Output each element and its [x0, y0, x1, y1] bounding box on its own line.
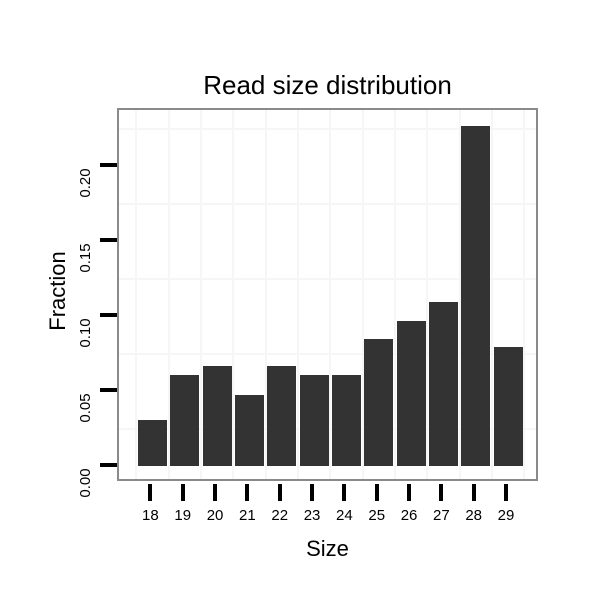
x-tick-label: 27	[433, 507, 450, 524]
bar-size-27	[428, 301, 458, 467]
bar-size-23	[299, 375, 329, 467]
minor-gridline-vertical	[426, 110, 429, 479]
y-tick	[100, 387, 117, 392]
x-tick-label: 26	[400, 507, 418, 524]
x-tick-label: 25	[368, 507, 386, 524]
bar-size-22	[267, 366, 297, 467]
y-axis-label: Fraction	[45, 251, 70, 331]
x-tick-label: 24	[336, 507, 353, 524]
minor-gridline-vertical	[361, 110, 364, 479]
x-tick-label: 21	[239, 507, 256, 524]
minor-gridline-vertical	[232, 110, 235, 479]
x-tick-label: 20	[206, 507, 224, 524]
bar-size-21	[234, 394, 264, 467]
minor-gridline-vertical	[199, 110, 202, 479]
chart-title: Read size distribution	[203, 70, 452, 100]
bar-size-19	[170, 375, 200, 467]
bar-size-26	[396, 321, 426, 467]
y-tick	[100, 462, 117, 467]
y-tick-label: 0.10	[77, 318, 94, 348]
bar-size-25	[364, 339, 394, 467]
y-tick	[100, 312, 117, 317]
y-tick-label: 0.05	[77, 393, 94, 423]
y-tick-label: 0.20	[77, 168, 94, 198]
x-tick-label: 23	[303, 507, 321, 524]
x-tick	[504, 484, 509, 501]
x-axis-label: Size	[306, 536, 349, 561]
x-tick-label: 19	[174, 507, 192, 524]
y-tick	[100, 237, 117, 242]
minor-gridline-vertical	[167, 110, 170, 479]
x-tick-label: 22	[271, 507, 289, 524]
minor-gridline-vertical	[393, 110, 396, 479]
minor-gridline-vertical	[458, 110, 461, 479]
x-tick	[180, 484, 185, 501]
x-tick-label: 28	[465, 507, 483, 524]
minor-gridline-horizontal	[119, 278, 536, 281]
minor-gridline-vertical	[523, 110, 526, 479]
x-tick-label: 18	[142, 507, 159, 524]
y-tick-label: 0.00	[77, 467, 94, 498]
plot-panel	[117, 108, 538, 481]
minor-gridline-vertical	[264, 110, 267, 479]
x-tick	[342, 484, 347, 501]
x-tick	[213, 484, 218, 501]
minor-gridline-vertical	[296, 110, 299, 479]
x-tick	[245, 484, 250, 501]
bar-size-28	[461, 126, 491, 467]
minor-gridline-horizontal	[119, 128, 536, 131]
minor-gridline-vertical	[135, 110, 138, 479]
x-tick	[310, 484, 315, 501]
x-tick	[148, 484, 153, 501]
y-tick-label: 0.15	[77, 243, 94, 273]
bar-size-24	[331, 375, 361, 467]
minor-gridline-vertical	[490, 110, 493, 479]
x-tick-label: 29	[497, 507, 515, 524]
bar-size-29	[493, 346, 523, 467]
x-tick	[439, 484, 444, 501]
x-tick	[277, 484, 282, 501]
minor-gridline-horizontal	[119, 353, 536, 356]
minor-gridline-horizontal	[119, 203, 536, 206]
y-tick	[100, 162, 117, 167]
x-tick	[374, 484, 379, 501]
minor-gridline-vertical	[329, 110, 332, 479]
x-tick	[407, 484, 412, 501]
bar-size-18	[137, 420, 167, 467]
bar-size-20	[202, 366, 232, 467]
x-tick	[471, 484, 476, 501]
